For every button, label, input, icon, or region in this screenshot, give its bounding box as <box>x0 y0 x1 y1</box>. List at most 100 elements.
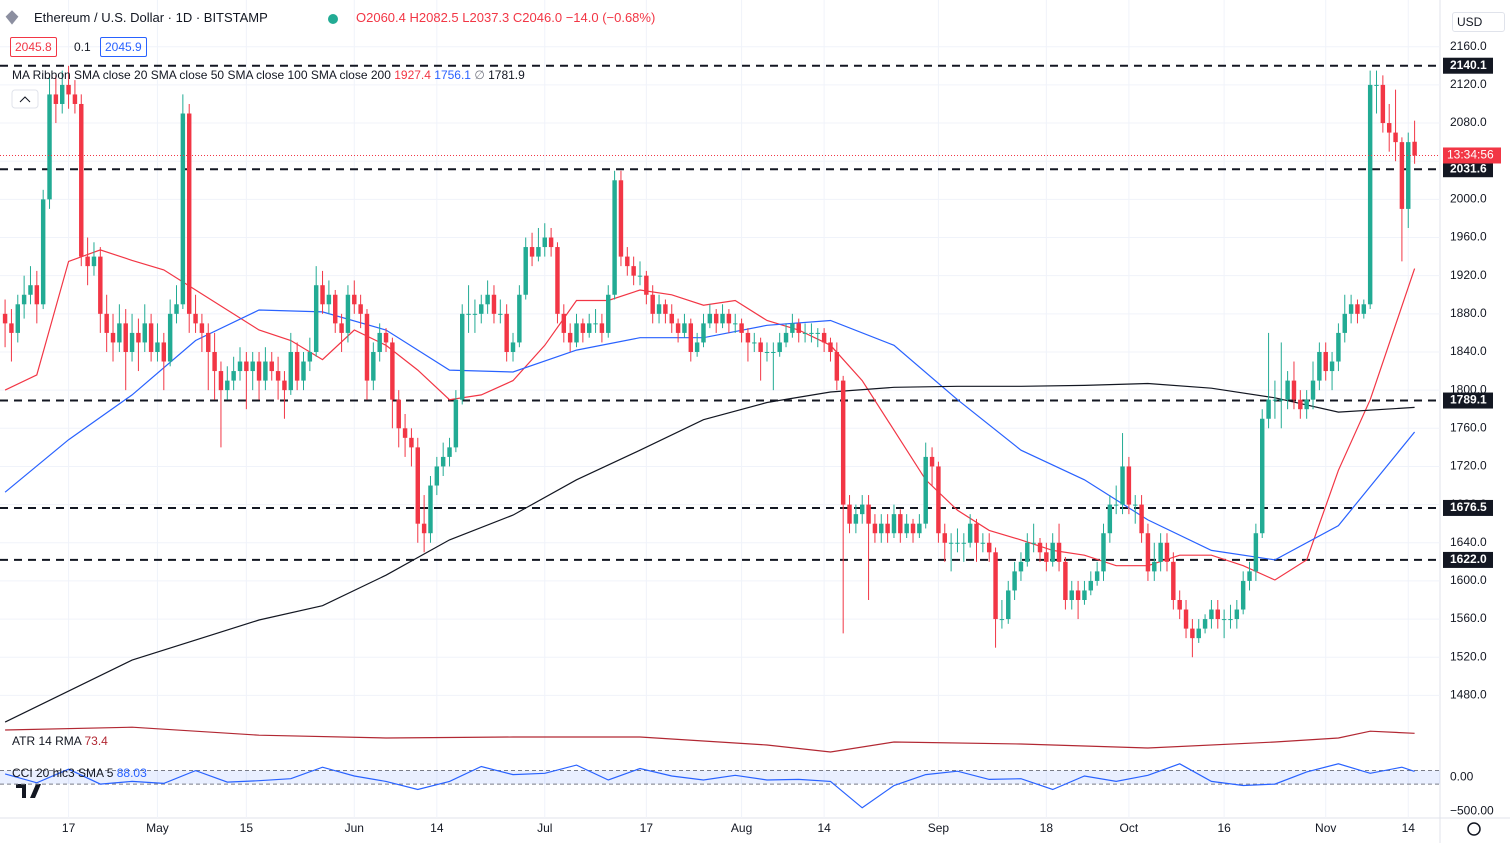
candle-body <box>948 542 954 544</box>
y-tick-label: 1840.0 <box>1450 344 1487 358</box>
candle-body <box>650 294 655 314</box>
candle-body <box>396 399 401 429</box>
candle-body <box>1247 571 1252 581</box>
settings-icon[interactable] <box>1467 822 1481 836</box>
candle-body <box>1171 561 1176 600</box>
candle-body <box>2 313 8 324</box>
candle-body <box>358 304 363 314</box>
candle-body <box>999 619 1005 621</box>
candle-body <box>1336 332 1341 362</box>
level-label: 2031.6 <box>1450 161 1487 175</box>
level-label-bg <box>1443 57 1493 74</box>
cci-line <box>4 763 1415 809</box>
symbol: Ethereum / U.S. Dollar · 1D · BITSTAMP <box>34 10 268 25</box>
candle-body <box>21 294 27 305</box>
x-tick-label: 17 <box>62 821 76 835</box>
countdown-bg <box>1443 147 1501 164</box>
candle-body <box>326 294 332 305</box>
candle-body <box>517 294 522 343</box>
candle-body <box>1056 542 1062 562</box>
candle-body <box>339 323 344 333</box>
candle-body <box>523 247 528 295</box>
candle-body <box>593 323 598 325</box>
candle-body <box>1164 542 1170 562</box>
candle-body <box>460 313 465 400</box>
candle-body <box>421 523 427 534</box>
candle-body <box>720 313 725 324</box>
candle-body <box>472 313 478 315</box>
collapse-button[interactable] <box>11 89 39 109</box>
ask[interactable]: 2045.9 <box>100 37 147 57</box>
x-tick-label: Oct <box>1120 821 1139 835</box>
candle-body <box>1253 533 1259 572</box>
candle-body <box>917 523 922 534</box>
level-label-bg <box>1443 499 1493 516</box>
bid[interactable]: 2045.8 <box>10 37 57 57</box>
x-tick-label: 18 <box>1040 821 1054 835</box>
candle-body <box>574 323 579 343</box>
candle-body <box>1393 132 1398 143</box>
atr-value: 73.4 <box>84 734 108 748</box>
x-tick-label: Sep <box>928 821 950 835</box>
candle-body <box>853 514 859 524</box>
level-label: 1676.5 <box>1450 500 1487 514</box>
candle-body <box>491 294 497 314</box>
candle-body <box>860 504 865 515</box>
candle-body <box>263 361 268 381</box>
y-tick-label: 2000.0 <box>1450 192 1487 206</box>
cci-value: 88.03 <box>116 766 147 780</box>
candle-body <box>206 332 211 352</box>
cci-title: CCI 20 hlc3 SMA 5 <box>12 766 114 780</box>
candle-body <box>1145 533 1151 572</box>
ma-line <box>4 382 1415 723</box>
close: C2046.0 <box>512 10 563 25</box>
candle-body <box>1380 84 1386 124</box>
candle-body <box>282 380 287 391</box>
candle-body <box>606 294 611 333</box>
candle-body <box>161 342 167 362</box>
level-label: 1622.0 <box>1450 552 1487 566</box>
candle-body <box>1069 590 1074 600</box>
candle-body <box>333 294 338 324</box>
candle-body <box>485 294 490 305</box>
candle-body <box>1266 399 1271 419</box>
candle-body <box>256 361 262 381</box>
candle-body <box>840 380 846 505</box>
candle-body <box>1234 609 1240 620</box>
y-tick-label: 1640.0 <box>1450 535 1487 549</box>
y-tick-label: 1960.0 <box>1450 230 1487 244</box>
candle-body <box>98 256 103 314</box>
candle-body <box>567 332 573 343</box>
candle-body <box>1044 552 1049 562</box>
candle-body <box>231 371 236 381</box>
candle-body <box>529 247 535 257</box>
candle-body <box>104 313 109 333</box>
candle-body <box>275 371 281 381</box>
y-tick-label: 1880.0 <box>1450 306 1487 320</box>
currency[interactable]: USD <box>1452 12 1506 32</box>
candle-body <box>745 332 751 343</box>
candle-body <box>428 485 433 534</box>
candle-body <box>72 94 78 104</box>
candle-body <box>498 313 503 315</box>
candle-body <box>961 542 967 544</box>
candle-body <box>250 361 255 372</box>
open: O2060.4 <box>356 10 406 25</box>
candle-body <box>345 294 351 333</box>
y-tick-label: 1480.0 <box>1450 688 1487 702</box>
candle-body <box>1412 141 1417 156</box>
candle-body <box>612 180 617 295</box>
market-status <box>328 14 338 24</box>
candle-body <box>288 351 294 391</box>
candle-body <box>986 542 992 553</box>
candle-body <box>1374 84 1379 86</box>
cci-legend: CCI 20 hlc3 SMA 5 88.03 <box>12 766 147 780</box>
atr-title: ATR 14 RMA <box>12 734 82 748</box>
candle-body <box>872 523 878 534</box>
candle-body <box>1209 609 1214 620</box>
x-tick-label: 14 <box>430 821 444 835</box>
candle-body <box>1361 304 1367 314</box>
candle-body <box>479 304 484 314</box>
candle-body <box>453 399 459 448</box>
